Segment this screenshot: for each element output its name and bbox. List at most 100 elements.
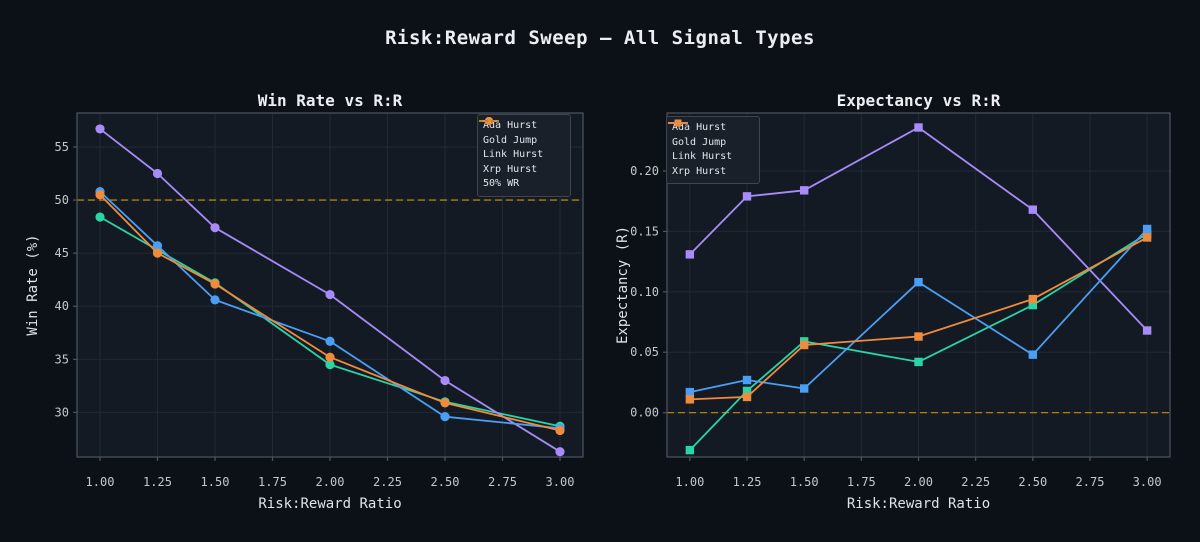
x-tick-label: 2.00 [904, 475, 933, 489]
series-marker [555, 447, 565, 457]
expectancy-chart: 1.00 1.25 1.50 1.75 2.00 2.25 2.50 2.75 3.00 0.00… [600, 90, 1185, 535]
y-tick-label: 35 [55, 352, 69, 366]
legend: Ada Hurst Gold Jump Link Hurst Xrp Hurst 50%… [477, 114, 571, 197]
y-tick-label: 0.20 [630, 164, 659, 178]
series-marker [325, 360, 335, 370]
legend-label: Xrp Hurst [483, 163, 538, 175]
series-marker [685, 445, 695, 455]
series-marker [440, 398, 450, 408]
series-marker [799, 340, 809, 350]
x-tick-label: 1.75 [258, 475, 287, 489]
series-marker [685, 250, 695, 259]
y-tick-label: 55 [55, 140, 69, 154]
series-marker [325, 336, 335, 346]
win-rate-chart: 1.00 1.25 1.50 1.75 2.00 2.25 2.50 2.75 3.00 30 35… [10, 90, 595, 535]
series-marker [914, 123, 923, 132]
series-line [689, 126, 1148, 332]
x-tick-label: 1.75 [847, 475, 876, 489]
series-marker [440, 375, 450, 386]
x-tick-label: 3.00 [1133, 475, 1162, 489]
series-line [689, 233, 1148, 451]
series-marker [1028, 205, 1038, 214]
y-tick-label: 40 [55, 299, 69, 313]
x-tick-label: 1.00 [86, 475, 115, 489]
legend-item: Link Hurst [668, 119, 752, 165]
legend-item: Xrp Hurst [479, 117, 563, 178]
legend: Ada Hurst Gold Jump Link Hurst Xrp Hurst [666, 116, 760, 185]
series-marker [742, 375, 752, 385]
series-marker [1028, 300, 1038, 310]
x-tick-label: 1.50 [790, 475, 819, 489]
chart-title: Win Rate vs R:R [257, 91, 403, 110]
series-marker [1028, 350, 1038, 359]
series-marker [1028, 294, 1038, 304]
x-tick-label: 2.00 [316, 475, 345, 489]
series-marker [210, 279, 220, 289]
legend-item: Xrp Hurst [668, 119, 752, 180]
legend-item: Gold Jump [479, 117, 563, 149]
x-tick-label: 2.75 [1076, 475, 1105, 489]
y-axis-label: Win Rate (%) [25, 234, 41, 335]
legend-label: Ada Hurst [672, 122, 727, 133]
series-marker [914, 277, 923, 287]
square-marker-icon [668, 119, 688, 127]
series-marker [152, 168, 163, 179]
series-marker [685, 395, 695, 404]
series-marker [1142, 326, 1152, 335]
legend-label: Link Hurst [672, 151, 733, 163]
legend-label: Ada Hurst [483, 120, 538, 131]
series-line [99, 128, 561, 453]
series-marker [742, 392, 752, 402]
series-marker [914, 357, 923, 367]
chart-title: Expectancy vs R:R [836, 91, 1001, 110]
series-marker [325, 289, 335, 300]
y-tick-label: 50 [55, 193, 69, 207]
x-tick-label: 2.75 [488, 475, 517, 489]
x-tick-label: 1.25 [733, 475, 762, 489]
series-marker [685, 387, 695, 397]
figure-suptitle: Risk:Reward Sweep — All Signal Types [385, 27, 815, 49]
legend-label: Xrp Hurst [672, 165, 727, 177]
y-tick-label: 0.05 [630, 345, 659, 359]
series-marker [325, 352, 335, 362]
series-line [99, 194, 561, 432]
legend-item: Gold Jump [668, 119, 752, 151]
y-tick-label: 0.00 [630, 406, 659, 420]
series-marker [742, 386, 752, 396]
x-tick-label: 1.50 [201, 475, 230, 489]
dashed-line-icon [479, 120, 499, 122]
series-marker [95, 212, 105, 222]
series-marker [210, 223, 220, 233]
legend-label: Gold Jump [672, 136, 727, 148]
series-marker [799, 384, 809, 393]
legend-label: Gold Jump [483, 134, 538, 146]
y-tick-label: 30 [55, 405, 69, 419]
y-tick-label: 0.10 [630, 285, 659, 299]
series-marker [1142, 224, 1152, 234]
series-marker [152, 248, 163, 258]
x-tick-label: 2.25 [373, 475, 402, 489]
legend-label: 50% WR [483, 178, 520, 190]
x-tick-label: 2.50 [431, 475, 460, 489]
legend-item: Link Hurst [479, 117, 563, 163]
x-axis-label: Risk:Reward Ratio [847, 496, 990, 512]
series-marker [555, 425, 565, 436]
series-marker [440, 412, 450, 422]
y-axis-label: Expectancy (R) [615, 226, 631, 344]
series-marker [152, 241, 163, 251]
x-tick-label: 2.25 [961, 475, 990, 489]
series-marker [95, 190, 105, 200]
series-line [689, 236, 1148, 401]
legend-item: 50% WR [479, 120, 563, 192]
x-tick-label: 3.00 [546, 475, 575, 489]
series-marker [95, 124, 105, 134]
x-axis-label: Risk:Reward Ratio [258, 496, 401, 512]
series-marker [799, 186, 809, 195]
legend-label: Link Hurst [483, 149, 544, 161]
series-line [689, 228, 1148, 393]
y-tick-label: 0.15 [630, 224, 659, 238]
series-marker [210, 295, 220, 305]
y-tick-label: 45 [55, 246, 69, 260]
series-marker [914, 332, 923, 341]
